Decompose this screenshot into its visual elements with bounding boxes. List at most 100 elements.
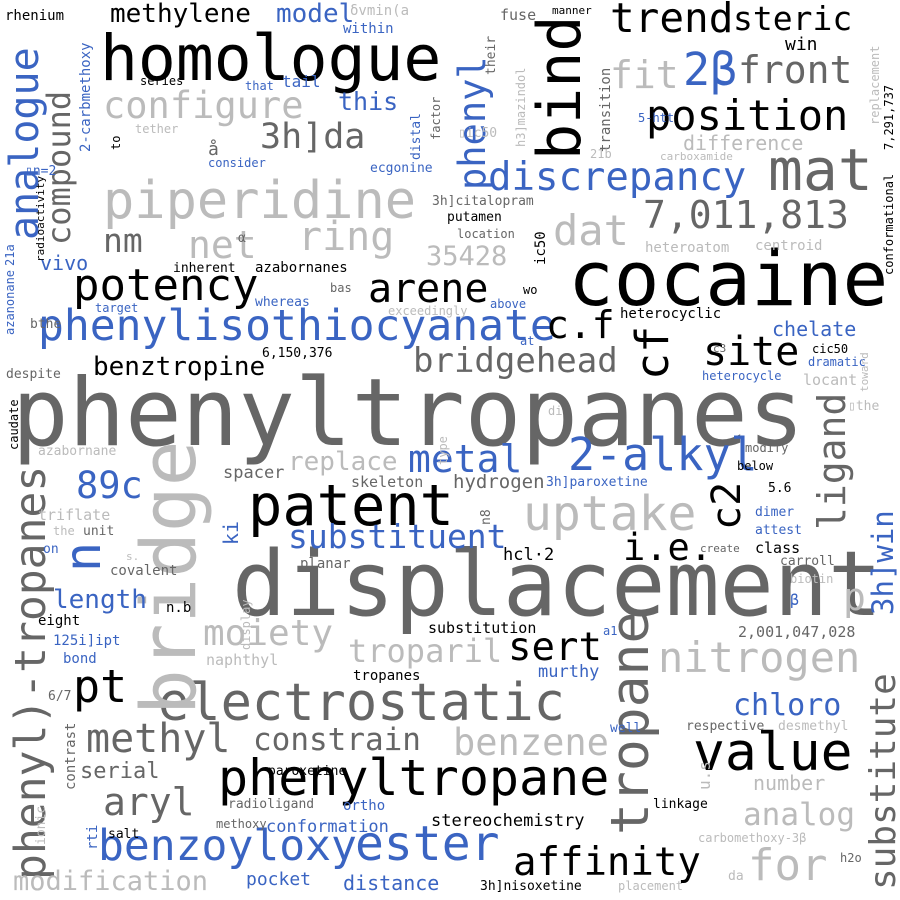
word: β bbox=[790, 591, 799, 609]
word: serial bbox=[80, 759, 159, 784]
word: bond bbox=[63, 651, 97, 667]
word: well bbox=[610, 721, 641, 736]
word: uptake bbox=[523, 486, 696, 542]
word: n.b bbox=[166, 600, 191, 616]
word: sert bbox=[508, 625, 602, 670]
word: cocaine bbox=[568, 234, 888, 323]
word: phenyl bbox=[451, 56, 494, 190]
word: ionic bbox=[34, 806, 49, 845]
word: the bbox=[53, 524, 75, 538]
word: substitution bbox=[428, 619, 536, 637]
word: bind bbox=[525, 16, 595, 161]
word: above bbox=[490, 297, 526, 311]
word: desmethyl bbox=[778, 719, 848, 734]
word: dramatic bbox=[808, 355, 866, 369]
word: inherent bbox=[173, 261, 236, 276]
word: whereas bbox=[255, 295, 310, 310]
word: phenyltropanes bbox=[12, 359, 804, 468]
word: discrepancy bbox=[488, 155, 746, 200]
word: contrast bbox=[63, 723, 79, 790]
word: dimer bbox=[755, 505, 794, 520]
word: tropane bbox=[600, 612, 661, 835]
word: spacer bbox=[223, 463, 284, 483]
word: net bbox=[188, 223, 257, 267]
word: affinity bbox=[513, 840, 701, 885]
word: type bbox=[436, 436, 450, 465]
word: hydrogen bbox=[453, 471, 545, 493]
word: biotin bbox=[790, 572, 833, 586]
word: di bbox=[548, 404, 562, 418]
word: methylene bbox=[110, 0, 251, 29]
word: replacement bbox=[868, 46, 882, 125]
word: moiety bbox=[203, 613, 333, 654]
word: steric bbox=[733, 0, 852, 38]
word: placement bbox=[618, 879, 683, 893]
word: despite bbox=[6, 367, 61, 382]
word: troparil bbox=[348, 632, 502, 670]
word: ki bbox=[219, 521, 243, 545]
word: carroll bbox=[780, 554, 835, 569]
word: å bbox=[208, 139, 219, 160]
word: 6,150,376 bbox=[262, 346, 332, 361]
word: methoxy bbox=[216, 817, 267, 831]
word: hcl·2 bbox=[503, 545, 554, 565]
word: position bbox=[646, 91, 848, 140]
word: nm bbox=[103, 221, 143, 260]
word: model bbox=[276, 0, 354, 29]
word: c3 bbox=[713, 342, 726, 355]
word: within bbox=[343, 21, 394, 37]
word: linkage bbox=[653, 797, 708, 812]
word: s. bbox=[126, 550, 139, 563]
word: tail bbox=[282, 72, 321, 91]
word: radioactivity bbox=[34, 176, 47, 262]
word: centroid bbox=[755, 238, 822, 254]
word: series bbox=[140, 74, 183, 88]
word: pt bbox=[73, 660, 127, 713]
word: p bbox=[843, 575, 866, 619]
word: 3h]win bbox=[866, 510, 900, 615]
word: number bbox=[753, 771, 825, 795]
word: location bbox=[457, 227, 515, 241]
word: distal bbox=[409, 113, 424, 160]
word: patent bbox=[248, 473, 454, 539]
word: a1 bbox=[603, 624, 617, 638]
word: exceedingly bbox=[388, 304, 467, 318]
word: δvmin(a bbox=[350, 3, 409, 19]
word: length bbox=[53, 585, 147, 615]
word: 6/7 bbox=[48, 689, 71, 704]
word: benzoyloxy bbox=[98, 821, 357, 871]
word: their bbox=[484, 36, 499, 75]
word: 35428 bbox=[426, 241, 507, 272]
word: c2 bbox=[704, 482, 750, 530]
word: analog bbox=[743, 797, 855, 833]
word: to bbox=[109, 136, 123, 150]
word: site bbox=[703, 329, 799, 375]
word: attest bbox=[755, 523, 802, 538]
word: phenyl)-tropanes bbox=[6, 466, 56, 880]
word: configure bbox=[103, 84, 303, 127]
word: caudate bbox=[7, 399, 21, 450]
word: tropanes bbox=[353, 668, 420, 684]
word: ortho bbox=[343, 798, 385, 814]
word: 2β bbox=[683, 43, 737, 96]
word: 89c bbox=[76, 464, 143, 507]
word: dat bbox=[553, 206, 629, 255]
word: naphthyl bbox=[206, 651, 278, 669]
word: azanonane bbox=[3, 270, 17, 335]
word: cf bbox=[626, 326, 679, 380]
word: benztropine bbox=[93, 352, 265, 382]
word: ester bbox=[355, 816, 500, 872]
word: transition bbox=[598, 68, 614, 152]
word: conformational bbox=[882, 174, 896, 275]
word: mat bbox=[768, 136, 873, 204]
word: azabornane bbox=[38, 444, 116, 459]
word: conformation bbox=[266, 817, 389, 837]
word: at bbox=[520, 334, 534, 348]
word: locant bbox=[803, 371, 857, 389]
word: methyl bbox=[86, 716, 231, 762]
word: unit bbox=[83, 524, 114, 539]
word: chelate bbox=[772, 317, 856, 341]
word: below bbox=[737, 459, 774, 473]
word: analogue bbox=[2, 47, 48, 240]
